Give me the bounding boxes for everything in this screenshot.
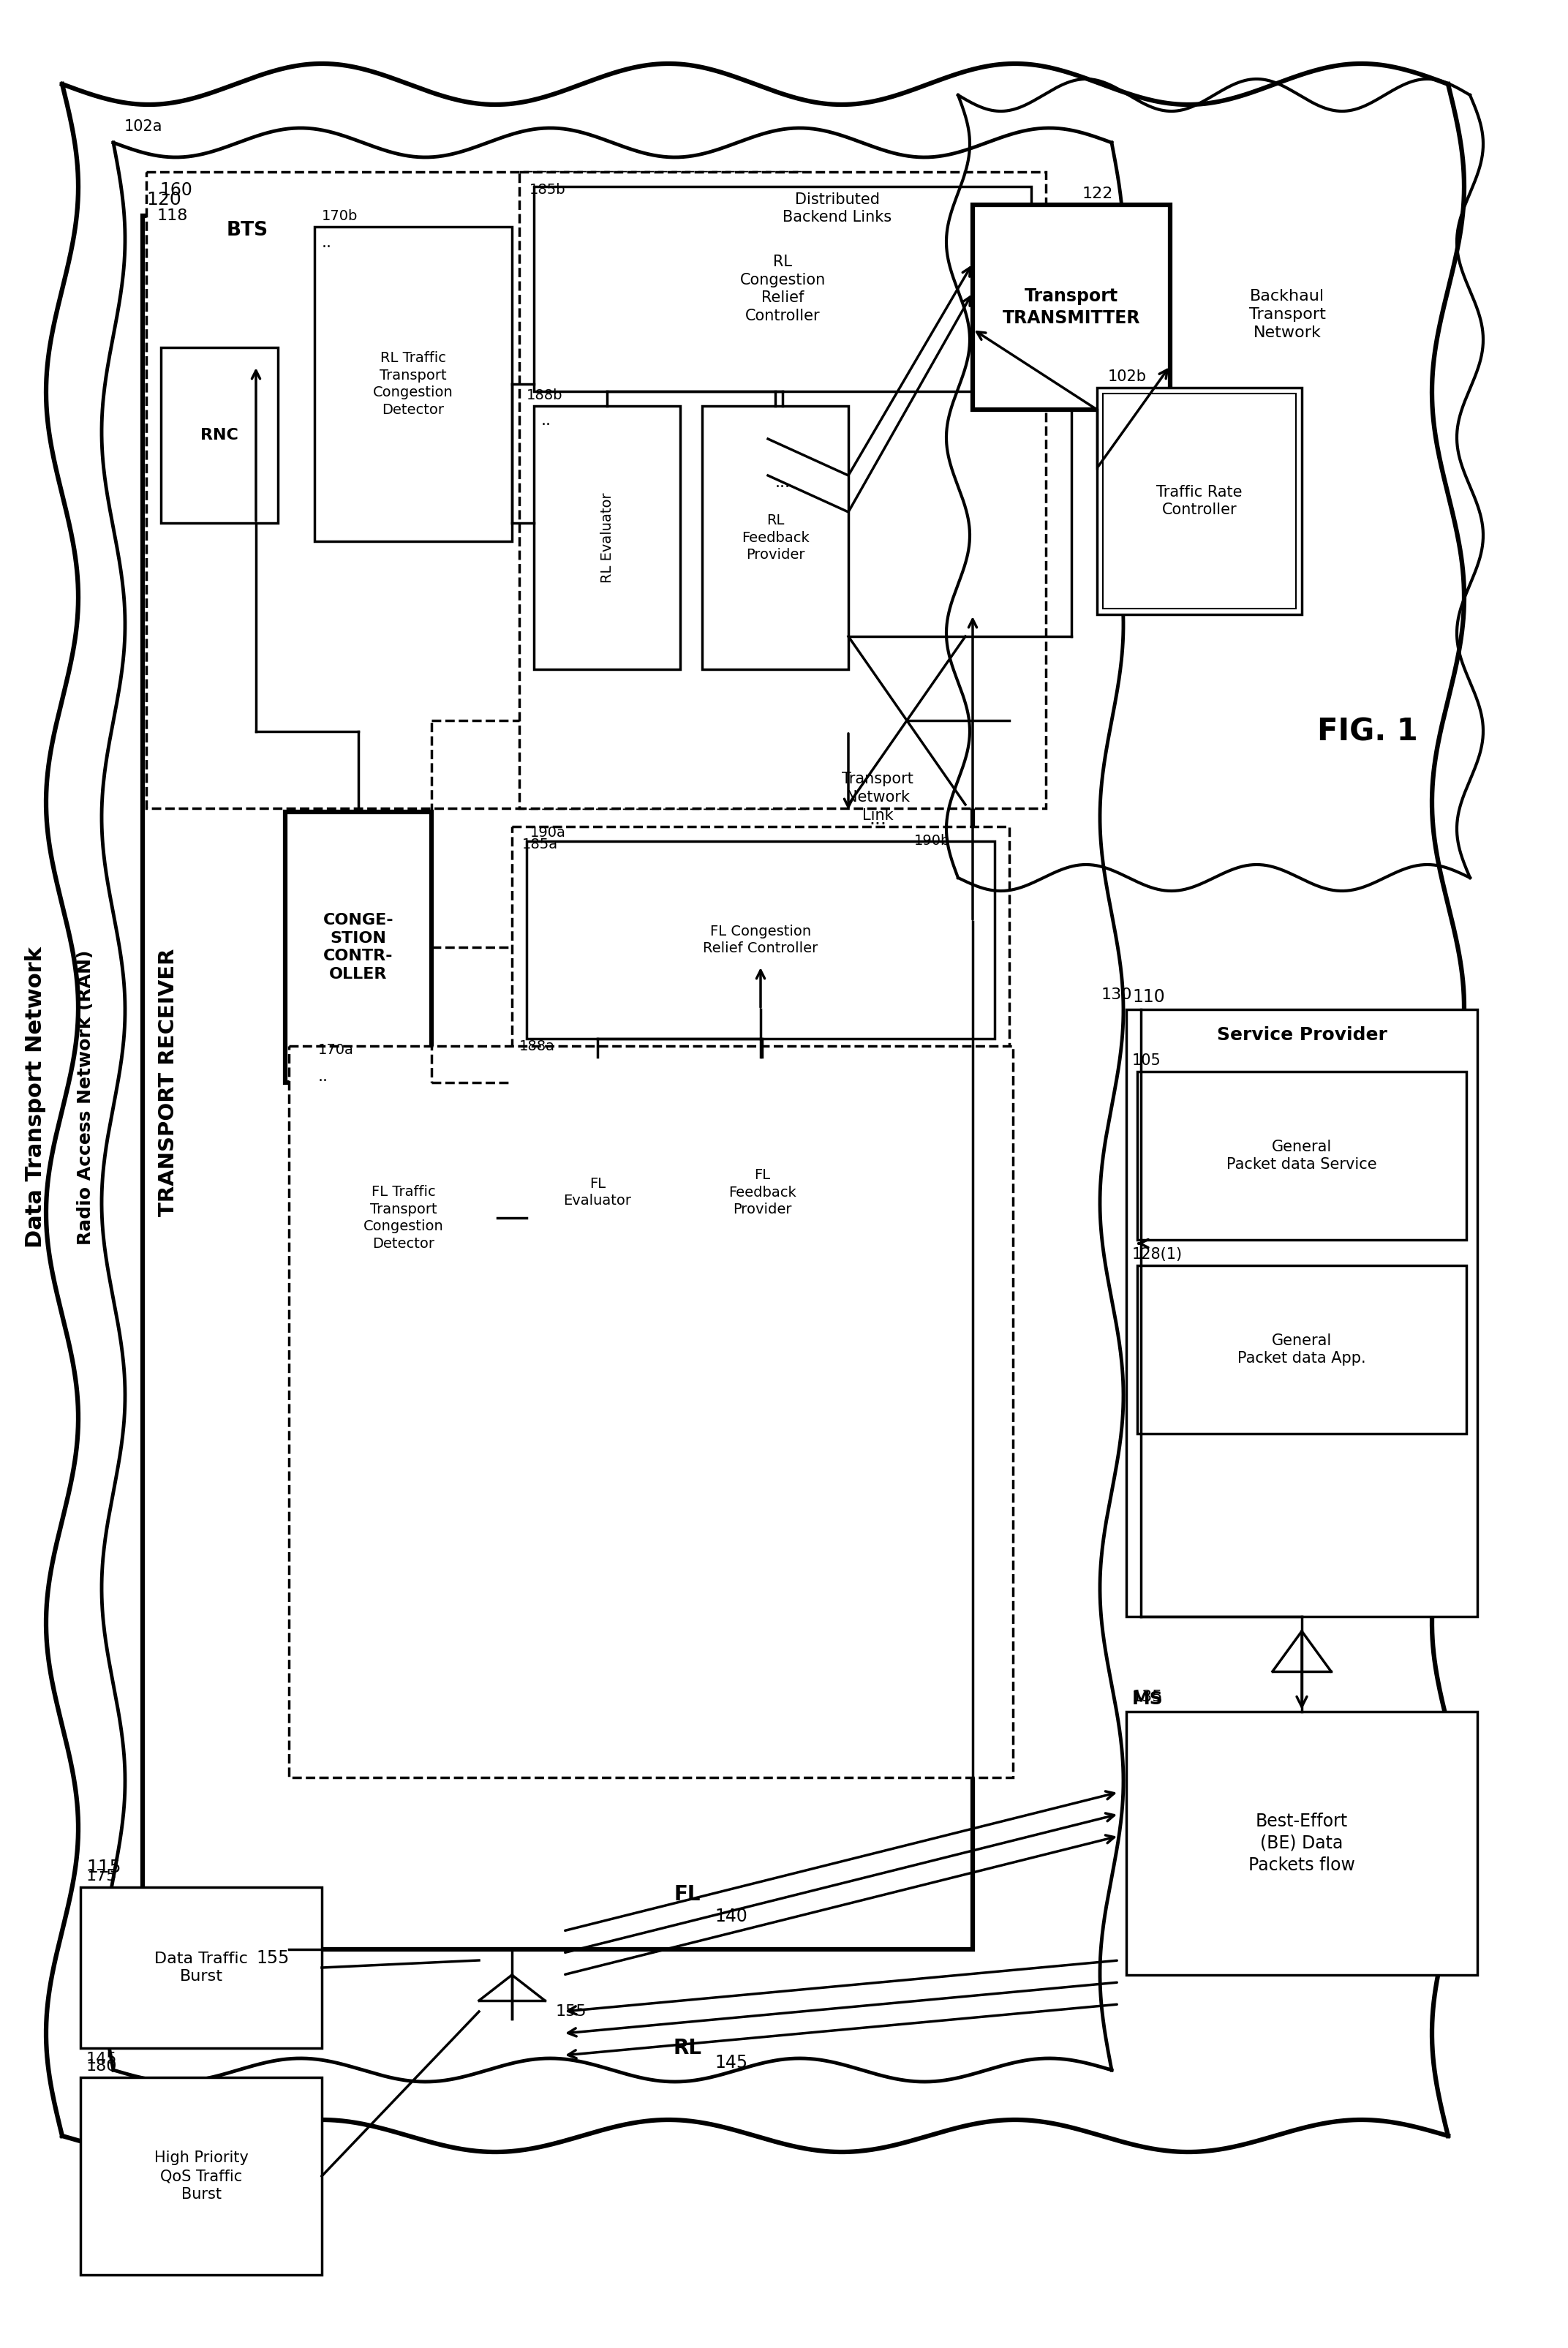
Text: Data Transport Network: Data Transport Network xyxy=(25,946,45,1247)
Bar xyxy=(527,841,994,1038)
Text: Transport
Network
Link: Transport Network Link xyxy=(842,772,914,822)
Bar xyxy=(315,228,511,542)
Text: RL Evaluator: RL Evaluator xyxy=(601,493,615,582)
Bar xyxy=(80,2078,321,2275)
Bar xyxy=(527,1057,670,1327)
Text: 102b: 102b xyxy=(1109,369,1146,385)
Bar xyxy=(143,216,972,1949)
Bar xyxy=(162,348,278,524)
Text: BTS: BTS xyxy=(227,221,268,239)
Text: ..: .. xyxy=(318,1068,328,1085)
Text: 170a: 170a xyxy=(318,1043,354,1057)
Text: 128(1): 128(1) xyxy=(1132,1247,1182,1261)
Text: CONGE-
STION
CONTR-
OLLER: CONGE- STION CONTR- OLLER xyxy=(323,913,394,981)
Bar xyxy=(310,1061,497,1376)
Bar xyxy=(533,406,681,669)
Text: Data Traffic
Burst: Data Traffic Burst xyxy=(154,1951,248,1984)
Bar xyxy=(519,171,1046,808)
Bar xyxy=(285,812,431,1082)
Text: 120: 120 xyxy=(146,190,182,209)
Text: RL Traffic
Transport
Congestion
Detector: RL Traffic Transport Congestion Detector xyxy=(373,352,453,416)
Text: 105: 105 xyxy=(1132,1054,1162,1068)
Bar xyxy=(972,204,1170,409)
Bar xyxy=(511,826,1010,1463)
Bar xyxy=(1102,394,1295,608)
Text: 188a: 188a xyxy=(519,1040,555,1054)
Text: RL
Congestion
Relief
Controller: RL Congestion Relief Controller xyxy=(740,254,825,324)
Text: 145: 145 xyxy=(86,2052,118,2066)
Text: 135: 135 xyxy=(1132,1691,1163,1705)
Text: RL
Feedback
Provider: RL Feedback Provider xyxy=(742,514,809,561)
Bar xyxy=(1126,1010,1477,1615)
Text: 122: 122 xyxy=(1082,185,1113,202)
Text: 115: 115 xyxy=(86,1860,121,1876)
Text: 160: 160 xyxy=(160,181,193,200)
Text: FL Congestion
Relief Controller: FL Congestion Relief Controller xyxy=(702,925,818,956)
Text: 175: 175 xyxy=(86,1869,118,1883)
Text: RNC: RNC xyxy=(201,427,238,441)
Text: Backhaul
Transport
Network: Backhaul Transport Network xyxy=(1248,289,1325,340)
Text: 130: 130 xyxy=(1101,989,1132,1003)
Bar xyxy=(289,1045,1013,1777)
Text: MS: MS xyxy=(1132,1691,1163,1707)
Text: High Priority
QoS Traffic
Burst: High Priority QoS Traffic Burst xyxy=(154,2151,248,2202)
Text: 185a: 185a xyxy=(522,838,558,852)
Text: 145: 145 xyxy=(715,2054,748,2071)
Text: FL
Feedback
Provider: FL Feedback Provider xyxy=(728,1169,797,1216)
Bar xyxy=(702,406,848,669)
Text: ...: ... xyxy=(775,474,790,491)
Text: ..: .. xyxy=(541,413,552,427)
Bar xyxy=(80,1888,321,2047)
Text: Service Provider: Service Provider xyxy=(1217,1026,1388,1045)
Text: 180: 180 xyxy=(86,2059,118,2073)
Bar xyxy=(1126,1712,1477,1975)
Text: 118: 118 xyxy=(157,209,188,223)
Text: Traffic Rate
Controller: Traffic Rate Controller xyxy=(1157,484,1242,517)
Text: RL: RL xyxy=(673,2038,702,2059)
Text: 185b: 185b xyxy=(530,183,566,197)
Text: 110: 110 xyxy=(1132,989,1165,1005)
Text: FL: FL xyxy=(674,1883,701,1904)
Text: FL
Evaluator: FL Evaluator xyxy=(563,1176,632,1207)
Text: 188b: 188b xyxy=(527,387,563,402)
Text: ..: .. xyxy=(321,235,332,251)
Text: 190a: 190a xyxy=(530,826,566,841)
Text: 102a: 102a xyxy=(124,120,163,134)
Text: General
Packet data App.: General Packet data App. xyxy=(1237,1334,1366,1367)
Text: 140: 140 xyxy=(715,1907,748,1925)
Text: ...: ... xyxy=(869,810,886,829)
Bar xyxy=(146,171,804,808)
Bar xyxy=(1137,1266,1466,1435)
Text: FL Traffic
Transport
Congestion
Detector: FL Traffic Transport Congestion Detector xyxy=(364,1186,444,1251)
Text: Distributed
Backend Links: Distributed Backend Links xyxy=(782,193,892,225)
Bar xyxy=(691,1057,834,1327)
Text: TRANSPORT RECEIVER: TRANSPORT RECEIVER xyxy=(158,949,179,1216)
Bar xyxy=(533,185,1032,392)
Text: 170b: 170b xyxy=(321,209,358,223)
Text: Radio Access Network (RAN): Radio Access Network (RAN) xyxy=(77,949,94,1244)
Text: 155: 155 xyxy=(555,2005,586,2019)
Text: 190b: 190b xyxy=(914,834,950,848)
Bar xyxy=(1098,387,1301,615)
Text: Best-Effort
(BE) Data
Packets flow: Best-Effort (BE) Data Packets flow xyxy=(1248,1813,1355,1874)
Text: FIG. 1: FIG. 1 xyxy=(1317,716,1417,747)
Text: General
Packet data Service: General Packet data Service xyxy=(1226,1139,1377,1172)
Text: 155: 155 xyxy=(256,1949,289,1968)
Bar xyxy=(1137,1071,1466,1240)
Text: Transport
TRANSMITTER: Transport TRANSMITTER xyxy=(1002,286,1140,326)
